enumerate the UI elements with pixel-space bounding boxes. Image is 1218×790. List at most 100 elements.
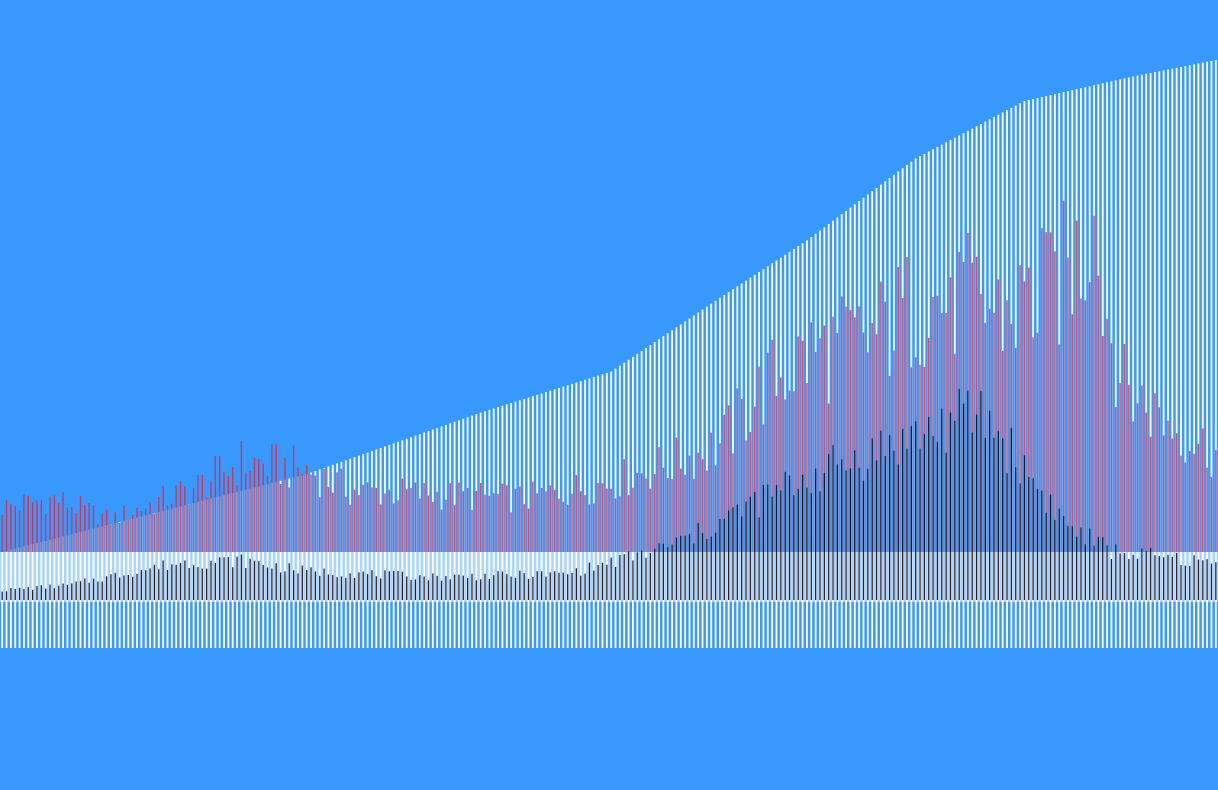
- black-series-bar: [175, 564, 177, 600]
- black-series-bar: [279, 572, 282, 600]
- red-series-bar: [153, 513, 156, 552]
- red-series-bar: [640, 473, 643, 552]
- black-series-bar: [145, 570, 147, 600]
- red-series-bar: [823, 325, 826, 552]
- black-series-bar: [610, 557, 612, 600]
- black-series-bar: [645, 557, 647, 600]
- red-series-bar: [249, 470, 251, 552]
- red-series-bar: [975, 256, 978, 552]
- black-series-bar: [1123, 553, 1126, 600]
- black-series-bar: [484, 573, 486, 600]
- black-series-bar: [619, 555, 621, 600]
- cumulative-bar: [1136, 75, 1139, 649]
- cumulative-bar: [1206, 61, 1209, 649]
- red-series-bar: [432, 501, 434, 552]
- red-series-bar: [197, 475, 199, 552]
- black-series-bar: [1162, 557, 1165, 600]
- red-series-bar: [1115, 407, 1117, 552]
- red-series-bar: [40, 500, 43, 552]
- black-series-bar: [1149, 547, 1152, 600]
- black-series-bar: [1154, 555, 1156, 600]
- red-series-bar: [1088, 282, 1091, 552]
- black-series-bar: [945, 452, 947, 600]
- black-series-bar: [253, 560, 256, 600]
- red-series-bar: [397, 500, 399, 552]
- black-series-bar: [314, 571, 317, 600]
- black-series-bar: [336, 577, 338, 600]
- black-series-bar: [675, 537, 678, 600]
- black-series-bar: [988, 410, 991, 600]
- red-series-bar: [292, 445, 295, 552]
- red-series-bar: [1180, 455, 1182, 552]
- cumulative-bar: [314, 471, 317, 648]
- red-series-bar: [897, 267, 899, 552]
- black-series-bar: [488, 578, 491, 600]
- black-series-bar: [667, 547, 669, 600]
- black-series-bar: [597, 565, 599, 600]
- black-series-bar: [506, 574, 508, 600]
- red-series-bar: [262, 463, 264, 552]
- black-series-bar: [388, 571, 390, 600]
- black-series-bar: [327, 574, 330, 600]
- black-series-bar: [997, 431, 999, 600]
- red-series-bar: [31, 502, 34, 552]
- black-series-bar: [210, 560, 212, 600]
- red-series-bar: [906, 257, 908, 552]
- red-series-bar: [149, 502, 151, 552]
- black-series-bar: [153, 564, 156, 600]
- black-series-bar: [823, 472, 825, 600]
- red-series-bar: [819, 338, 821, 552]
- black-series-bar: [1210, 563, 1213, 600]
- cumulative-bar: [1171, 68, 1174, 648]
- red-series-bar: [405, 489, 408, 552]
- black-series-bar: [875, 460, 878, 600]
- red-series-bar: [1071, 314, 1073, 552]
- cumulative-bar: [344, 460, 347, 648]
- red-series-bar: [275, 444, 277, 552]
- red-series-bar: [1, 514, 3, 552]
- black-series-bar: [10, 587, 12, 600]
- red-series-bar: [449, 483, 451, 552]
- black-series-bar: [240, 554, 243, 600]
- red-series-bar: [179, 481, 182, 552]
- red-series-bar: [166, 505, 169, 552]
- red-series-bar: [118, 522, 121, 552]
- cumulative-bar: [297, 476, 299, 648]
- black-series-bar: [62, 583, 64, 600]
- black-series-bar: [867, 469, 869, 600]
- red-series-bar: [727, 405, 730, 552]
- black-series-bar: [962, 403, 965, 600]
- cumulative-bar: [310, 472, 312, 648]
- red-series-bar: [606, 488, 608, 552]
- red-series-bar: [588, 504, 591, 552]
- red-series-bar: [253, 457, 256, 552]
- red-series-bar: [579, 491, 582, 552]
- red-series-bar: [1014, 347, 1017, 552]
- red-series-bar: [1084, 300, 1087, 552]
- black-series-bar: [219, 557, 221, 600]
- red-series-bar: [466, 487, 469, 552]
- cumulative-bar: [327, 466, 330, 648]
- black-series-bar: [227, 557, 230, 600]
- red-series-bar: [175, 485, 177, 552]
- red-series-bar: [688, 455, 691, 552]
- black-series-bar: [92, 578, 95, 600]
- red-series-bar: [423, 482, 425, 552]
- cumulative-bar: [1140, 74, 1143, 649]
- red-series-bar: [258, 459, 260, 552]
- red-series-bar: [632, 487, 634, 552]
- red-series-bar: [188, 504, 190, 552]
- red-series-bar: [553, 489, 556, 552]
- red-series-bar: [497, 493, 499, 552]
- black-series-bar: [71, 583, 73, 600]
- red-series-bar: [1093, 215, 1095, 553]
- red-series-bar: [536, 493, 538, 552]
- black-series-bar: [166, 570, 169, 600]
- red-series-bar: [279, 483, 282, 552]
- black-series-bar: [436, 575, 438, 600]
- red-series-bar: [714, 465, 717, 552]
- black-series-bar: [1167, 554, 1169, 600]
- cumulative-bar: [1201, 62, 1204, 648]
- red-series-bar: [462, 491, 464, 552]
- black-series-bar: [353, 577, 356, 600]
